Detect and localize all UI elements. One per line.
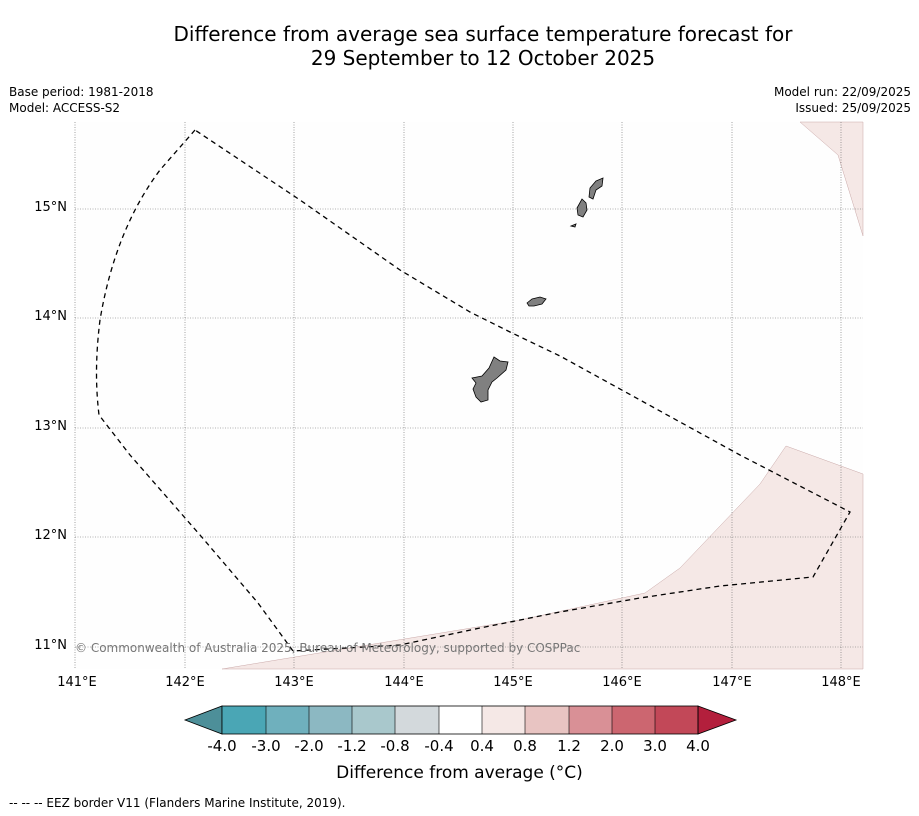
eez-legend-note: -- -- -- EEZ border V11 (Flanders Marine… bbox=[9, 796, 346, 810]
meta-left: Base period: 1981-2018 Model: ACCESS-S2 bbox=[9, 84, 154, 116]
lon-label-143e: 143°E bbox=[274, 675, 314, 690]
lat-label-13n: 13°N bbox=[34, 419, 67, 434]
eez-border bbox=[95, 129, 851, 652]
colorbar-tick: 3.0 bbox=[643, 737, 667, 755]
title-line-1: Difference from average sea surface temp… bbox=[173, 22, 793, 46]
lon-label-146e: 146°E bbox=[602, 675, 642, 690]
guam-island bbox=[471, 356, 509, 403]
colorbar-bin-1 bbox=[222, 706, 266, 734]
colorbar-tick: 0.4 bbox=[470, 737, 494, 755]
rota-island bbox=[526, 296, 547, 307]
colorbar-tick: 1.2 bbox=[557, 737, 581, 755]
colorbar-tick: -4.0 bbox=[207, 737, 237, 755]
colorbar-bin-4 bbox=[352, 706, 395, 734]
lon-label-141e: 141°E bbox=[57, 675, 97, 690]
colorbar-tick: 0.8 bbox=[513, 737, 537, 755]
colorbar-bin-2 bbox=[266, 706, 309, 734]
colorbar-tick: -0.4 bbox=[424, 737, 454, 755]
tinian-island bbox=[576, 198, 588, 218]
lat-label-11n: 11°N bbox=[34, 638, 67, 653]
issued-date: Issued: 25/09/2025 bbox=[795, 101, 911, 115]
colorbar-tick: 4.0 bbox=[686, 737, 710, 755]
colorbar-tick: -3.0 bbox=[251, 737, 281, 755]
chart-title: Difference from average sea surface temp… bbox=[0, 22, 919, 70]
aguijan-islet bbox=[569, 223, 577, 228]
colorbar-bin-6 bbox=[439, 706, 482, 734]
colorbar-tick: -0.8 bbox=[380, 737, 410, 755]
colorbar-extend-high bbox=[697, 705, 738, 735]
lon-label-144e: 144°E bbox=[384, 675, 424, 690]
copyright-notice: © Commonwealth of Australia 2025, Bureau… bbox=[75, 641, 581, 655]
lon-label-145e: 145°E bbox=[493, 675, 533, 690]
colorbar-bin-11 bbox=[655, 706, 698, 734]
saipan-island bbox=[588, 177, 604, 200]
colorbar-bin-5 bbox=[395, 706, 439, 734]
lon-label-148e: 148°E bbox=[821, 675, 861, 690]
model-name: Model: ACCESS-S2 bbox=[9, 101, 121, 115]
colorbar-bin-10 bbox=[612, 706, 655, 734]
colorbar-frame bbox=[221, 705, 699, 735]
model-run: Model run: 22/09/2025 bbox=[773, 85, 911, 99]
title-line-2: 29 September to 12 October 2025 bbox=[310, 46, 656, 70]
colorbar-bin-9 bbox=[569, 706, 612, 734]
lat-label-14n: 14°N bbox=[34, 309, 67, 324]
colorbar-bin-7 bbox=[482, 706, 525, 734]
colorbar-bin-8 bbox=[525, 706, 569, 734]
colorbar bbox=[183, 705, 738, 735]
anomaly-region-southeast bbox=[221, 445, 864, 670]
colorbar-label: Difference from average (°C) bbox=[336, 763, 583, 783]
meta-right: Model run: 22/09/2025 Issued: 25/09/2025 bbox=[774, 84, 911, 116]
colorbar-bin-3 bbox=[309, 706, 352, 734]
anomaly-region-northeast bbox=[799, 121, 864, 237]
colorbar-tick: -1.2 bbox=[337, 737, 367, 755]
lon-gridlines bbox=[74, 122, 842, 669]
lat-label-15n: 15°N bbox=[34, 200, 67, 215]
base-period: Base period: 1981-2018 bbox=[9, 85, 154, 99]
colorbar-tick: -2.0 bbox=[294, 737, 324, 755]
lon-label-142e: 142°E bbox=[165, 675, 205, 690]
lon-label-147e: 147°E bbox=[712, 675, 752, 690]
lat-label-12n: 12°N bbox=[34, 528, 67, 543]
colorbar-tick: 2.0 bbox=[600, 737, 624, 755]
colorbar-extend-low bbox=[183, 705, 223, 735]
